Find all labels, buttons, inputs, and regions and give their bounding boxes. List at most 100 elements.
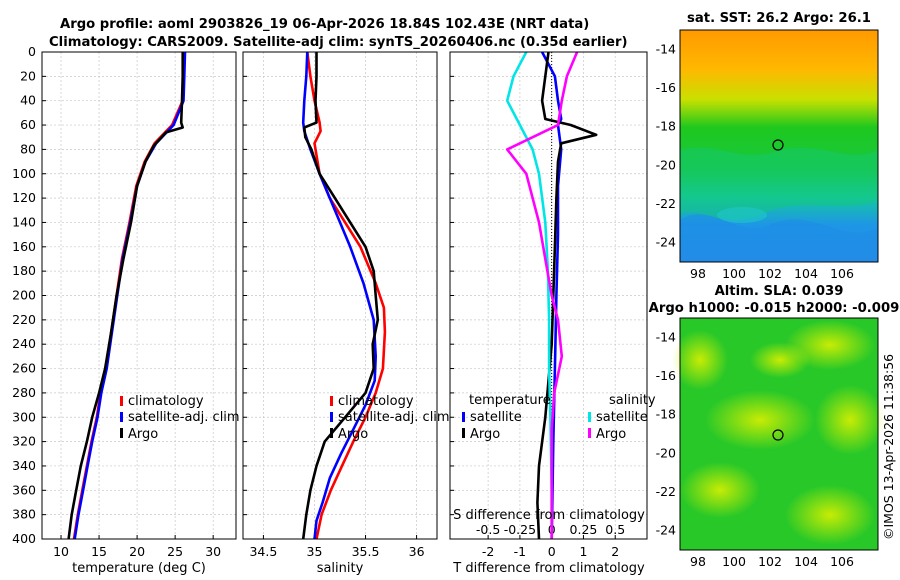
sst-map-frame — [679, 29, 879, 263]
top-x-tick-label: 0.5 — [605, 522, 625, 537]
map-y-tick-label: -24 — [656, 523, 676, 538]
legend-s-argo: Argo — [596, 427, 626, 442]
legend-swatch-t-satellite — [462, 412, 465, 422]
legend-climatology: climatology — [128, 394, 204, 409]
legend-satellite: satellite-adj. clim — [338, 410, 450, 425]
x-tick-label: 35.5 — [352, 544, 380, 559]
legend-satellite: satellite-adj. clim — [128, 410, 240, 425]
depth-tick-label: 20 — [20, 68, 36, 83]
sla-blob — [750, 342, 810, 378]
x-tick-label: 25 — [167, 544, 183, 559]
series-line-argo — [67, 52, 184, 539]
depth-tick-label: 180 — [12, 263, 36, 278]
sla-blob — [672, 330, 728, 390]
sla-argo-marker — [772, 429, 784, 441]
map-x-tick-label: 106 — [830, 266, 854, 281]
depth-tick-label: 60 — [20, 117, 36, 132]
salinity-legend: climatology satellite-adj. clim Argo — [330, 394, 450, 442]
panel-frame — [41, 51, 237, 540]
legend-swatch-s-satellite — [588, 412, 591, 422]
header-line1: Argo profile: aoml 2903826_19 06-Apr-202… — [60, 17, 589, 32]
depth-tick-label: 40 — [20, 93, 36, 108]
sla-blob — [785, 485, 875, 545]
series-line-s-argo — [505, 52, 579, 539]
legend-swatch-t-argo — [462, 428, 465, 438]
x-tick-label: 34.5 — [249, 544, 277, 559]
series-line-t-argo — [536, 52, 598, 539]
series-group — [301, 52, 387, 539]
temperature-xlabel: temperature (deg C) — [72, 561, 206, 576]
depth-tick-label: 320 — [12, 434, 36, 449]
map-x-tick-label: 104 — [794, 266, 818, 281]
legend-swatch-satellite — [120, 412, 123, 422]
sla-map — [672, 317, 885, 551]
series-group — [505, 52, 598, 539]
temperature-legend: climatology satellite-adj. clim Argo — [120, 394, 240, 442]
x-tick-label: 15 — [91, 544, 107, 559]
difference-legend: temperature satellite Argo salinity sate… — [462, 393, 656, 442]
sla-blob — [705, 390, 815, 450]
x-tick-label: -2 — [482, 544, 494, 559]
map-x-tick-label: 98 — [690, 554, 706, 569]
depth-tick-label: 280 — [12, 385, 36, 400]
legend-swatch-argo — [330, 428, 333, 438]
legend-t-satellite: satellite — [470, 410, 522, 425]
legend-argo: Argo — [338, 427, 368, 442]
salinity-panel: 34.5 35 35.5 36 — [242, 51, 438, 559]
legend-swatch-s-argo — [588, 428, 591, 438]
depth-tick-label: 220 — [12, 312, 36, 327]
map-y-tick-label: -18 — [656, 119, 676, 134]
top-x-tick-label: -0.5 — [476, 522, 500, 537]
sla-map-subtitle: Argo h1000: -0.015 h2000: -0.009 — [649, 301, 900, 316]
series-line-t-satellite — [540, 52, 563, 539]
x-tick-label: 10 — [53, 544, 69, 559]
depth-tick-label: 260 — [12, 361, 36, 376]
map-y-tick-label: -16 — [656, 368, 676, 383]
sla-map-title: Altim. SLA: 0.039 — [715, 284, 844, 299]
sst-mid-band — [680, 147, 878, 220]
temperature-panel: 0 20 40 60 80 100 120 140 160 180 200 220 240 260 280 3… — [12, 44, 237, 559]
legend-salinity-title: salinity — [609, 393, 656, 408]
top-x-tick-label: -0.25 — [504, 522, 536, 537]
header-line2: Climatology: CARS2009. Satellite-adj cli… — [49, 35, 627, 50]
map-y-tick-label: -22 — [656, 484, 676, 499]
map-y-tick-label: -18 — [656, 407, 676, 422]
map-y-tick-label: -24 — [656, 235, 676, 250]
legend-argo: Argo — [128, 427, 158, 442]
sst-argo-marker — [772, 139, 784, 151]
legend-t-argo: Argo — [470, 427, 500, 442]
depth-tick-label: 160 — [12, 239, 36, 254]
sst-map-title: sat. SST: 26.2 Argo: 26.1 — [687, 11, 871, 26]
map-y-tick-label: -14 — [656, 329, 676, 344]
map-y-tick-label: -22 — [656, 196, 676, 211]
legend-swatch-argo — [120, 428, 123, 438]
map-y-tick-label: -20 — [656, 445, 676, 460]
series-line-argo — [301, 52, 380, 539]
x-tick-label: 0 — [548, 544, 556, 559]
depth-tick-label: 120 — [12, 190, 36, 205]
series-line-satellite-adj-clim — [301, 52, 377, 539]
series-line-climatology — [306, 52, 387, 539]
depth-tick-label: 140 — [12, 214, 36, 229]
x-tick-label: 2 — [611, 544, 619, 559]
sst-map — [679, 29, 879, 263]
salinity-xlabel: salinity — [317, 561, 364, 576]
map-y-tick-label: -14 — [656, 41, 676, 56]
watermark: ©IMOS 13-Apr-2026 11:38:56 — [881, 354, 896, 540]
depth-tick-label: 200 — [12, 288, 36, 303]
depth-tick-label: 360 — [12, 482, 36, 497]
depth-tick-label: 340 — [12, 458, 36, 473]
depth-tick-label: 300 — [12, 409, 36, 424]
depth-tick-label: 100 — [12, 166, 36, 181]
map-x-tick-label: 100 — [722, 266, 746, 281]
sst-cyan-patch — [717, 207, 767, 223]
x-tick-label: 30 — [205, 544, 221, 559]
legend-s-satellite: satellite — [596, 410, 648, 425]
x-tick-label: -1 — [514, 544, 526, 559]
x-tick-label: 20 — [129, 544, 145, 559]
depth-tick-label: 240 — [12, 336, 36, 351]
series-line-s-satellite — [505, 52, 553, 539]
x-tick-label: 36 — [409, 544, 425, 559]
